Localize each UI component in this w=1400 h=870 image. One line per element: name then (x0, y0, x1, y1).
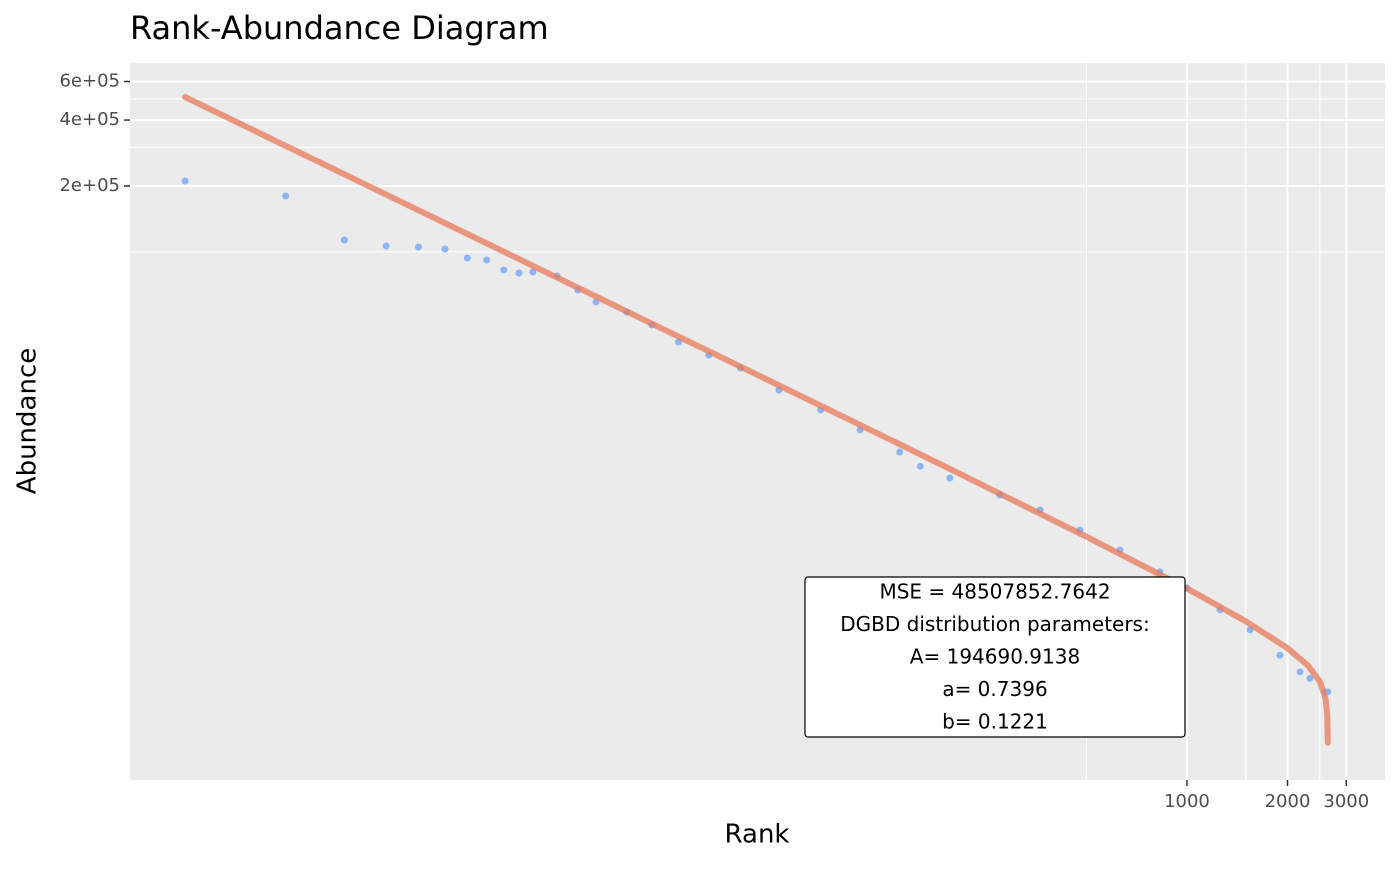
annotation-line: b= 0.1221 (942, 710, 1048, 734)
x-axis-title: Rank (725, 820, 790, 850)
annotation-line: DGBD distribution parameters: (840, 612, 1149, 636)
point (529, 268, 537, 276)
point (463, 254, 471, 262)
point (441, 245, 449, 253)
annotation-line: A= 194690.9138 (910, 645, 1080, 669)
point (282, 192, 290, 200)
point (916, 462, 924, 470)
point (515, 269, 523, 277)
y-tick-label: 4e+05 (59, 109, 120, 130)
axes: 2e+05 4e+05 6e+05 1000 2000 3000 (59, 70, 1369, 812)
annotation: MSE = 48507852.7642 DGBD distribution par… (804, 576, 1186, 738)
point (1306, 674, 1314, 682)
point (896, 448, 904, 456)
annotation-box (804, 576, 1186, 738)
point (946, 474, 954, 482)
point (1276, 651, 1284, 659)
marks (181, 94, 1332, 746)
fit-line (182, 94, 1331, 746)
y-tick-label: 2e+05 (59, 175, 120, 196)
point (483, 256, 491, 264)
x-tick-label: 2000 (1265, 791, 1311, 812)
point (1296, 668, 1304, 676)
chart-title: Rank-Abundance Diagram (130, 9, 549, 47)
point (382, 242, 390, 250)
point (181, 177, 189, 185)
point (415, 243, 423, 251)
annotation-line: MSE = 48507852.7642 (879, 580, 1110, 604)
grid (130, 63, 1385, 780)
point (500, 266, 508, 274)
point (340, 236, 348, 244)
y-tick-label: 6e+05 (59, 70, 120, 91)
annotation-line: a= 0.7396 (942, 677, 1047, 701)
x-tick-label: 1000 (1164, 791, 1210, 812)
x-tick-label: 3000 (1323, 791, 1369, 812)
panel (130, 63, 1385, 780)
y-axis-title: Abundance (13, 348, 43, 494)
